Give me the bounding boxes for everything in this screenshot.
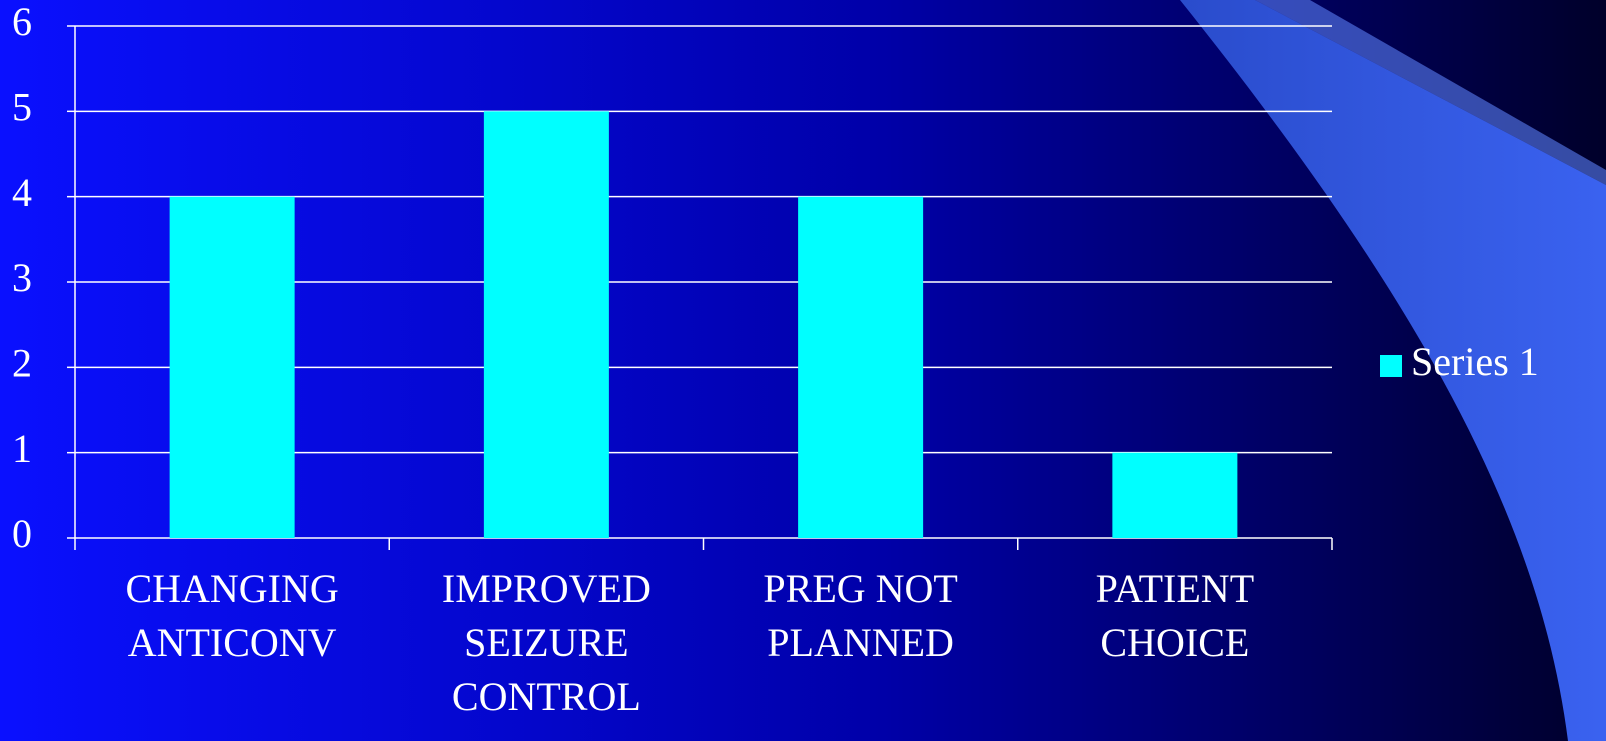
x-tick-label: CHOICE (1100, 620, 1249, 665)
decor-swoosh (1180, 0, 1606, 741)
y-tick-label: 5 (12, 85, 32, 130)
y-tick-label: 2 (12, 341, 32, 386)
bar (483, 111, 609, 538)
y-tick-label: 4 (12, 170, 32, 215)
y-tick-label: 0 (12, 511, 32, 556)
x-tick-label: PREG NOT (763, 566, 957, 611)
legend-swatch (1380, 355, 1402, 377)
bar (798, 196, 924, 538)
x-tick-label: CONTROL (452, 674, 641, 719)
x-tick-label: PATIENT (1096, 566, 1255, 611)
y-tick-label: 1 (12, 426, 32, 471)
x-tick-label: ANTICONV (128, 620, 337, 665)
legend-label: Series 1 (1411, 339, 1539, 384)
y-tick-label: 6 (12, 0, 32, 44)
x-tick-label: IMPROVED (442, 566, 651, 611)
decor-band (1255, 0, 1606, 185)
bar (169, 196, 295, 538)
y-tick-label: 3 (12, 255, 32, 300)
bar (1112, 452, 1238, 538)
x-tick-label: SEIZURE (464, 620, 628, 665)
x-tick-label: CHANGING (125, 566, 338, 611)
x-tick-label: PLANNED (767, 620, 954, 665)
